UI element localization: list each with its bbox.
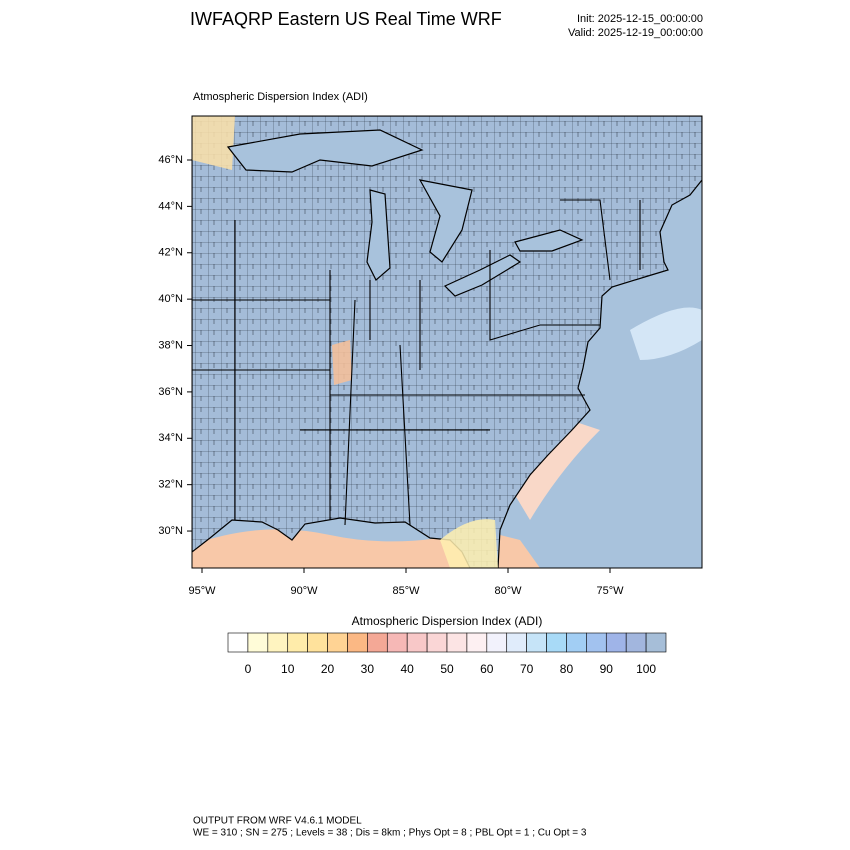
shading — [630, 307, 702, 360]
colorbar-box — [506, 632, 527, 653]
lat-tick-label: 46°N — [158, 154, 183, 166]
lat-tick-label: 42°N — [158, 247, 183, 259]
colorbar-box — [267, 632, 289, 653]
colorbar-box — [287, 632, 308, 653]
colorbar-box — [347, 632, 368, 653]
colorbar-box — [327, 632, 348, 653]
colorbar-tick-label: 90 — [600, 662, 614, 676]
lon-tick-label: 90°W — [290, 585, 318, 597]
colorbar-tick-label: 60 — [480, 662, 494, 676]
colorbar-tick-label: 70 — [520, 662, 534, 676]
lat-tick-label: 36°N — [158, 386, 183, 398]
title: IWFAQRP Eastern US Real Time WRF — [190, 9, 502, 29]
colorbar-title: Atmospheric Dispersion Index (ADI) — [352, 614, 543, 628]
map-title: Atmospheric Dispersion Index (ADI) — [193, 91, 368, 103]
lon-tick-label: 75°W — [596, 585, 624, 597]
shading — [332, 340, 352, 385]
lat-tick-label: 38°N — [158, 339, 183, 351]
colorbar-tick-label: 0 — [245, 662, 252, 676]
colorbar-box — [386, 632, 408, 653]
colorbar-box — [367, 632, 388, 653]
map — [192, 116, 702, 568]
colorbar-box — [546, 632, 567, 653]
lon-tick-label: 85°W — [392, 585, 420, 597]
init-time: Init: 2025-12-15_00:00:00 — [577, 13, 703, 25]
lat-tick-label: 40°N — [158, 293, 183, 305]
colorbar-box — [605, 632, 627, 653]
shading — [192, 116, 235, 170]
colorbar-tick-label: 30 — [361, 662, 375, 676]
counties — [192, 116, 702, 568]
lat-tick-label: 32°N — [158, 479, 183, 491]
colorbar-tick-label: 80 — [560, 662, 574, 676]
colorbar-box — [247, 632, 269, 653]
colorbar-tick-label: 10 — [281, 662, 295, 676]
footer-line: WE = 310 ; SN = 275 ; Levels = 38 ; Dis … — [193, 828, 587, 839]
colorbar-box — [486, 632, 508, 653]
lake — [418, 179, 473, 263]
colorbar-box — [526, 632, 547, 653]
map-frame — [191, 115, 703, 569]
footer-line: OUTPUT FROM WRF V4.6.1 MODEL — [193, 816, 362, 827]
lake — [226, 129, 424, 173]
colorbar-tick-label: 100 — [636, 662, 656, 676]
lat-tick-label: 30°N — [158, 525, 183, 537]
lake — [514, 229, 584, 252]
lat-tick-label: 34°N — [158, 432, 183, 444]
colorbar-box — [406, 632, 428, 653]
colorbar-box — [566, 632, 587, 653]
colorbar-box — [307, 632, 328, 653]
shading — [500, 420, 600, 520]
lake — [443, 254, 522, 297]
colorbar-tick-label: 40 — [401, 662, 415, 676]
colorbar-box — [625, 632, 647, 653]
lon-tick-label: 95°W — [188, 585, 216, 597]
colorbar-box — [446, 632, 468, 653]
colorbar-tick-label: 50 — [440, 662, 454, 676]
lat-tick-label: 44°N — [158, 200, 183, 212]
valid-time: Valid: 2025-12-19_00:00:00 — [568, 27, 703, 39]
state-borders — [192, 199, 641, 526]
shading — [440, 519, 498, 568]
colorbar-box — [227, 632, 249, 653]
lon-tick-label: 80°W — [494, 585, 522, 597]
colorbar-box — [426, 632, 448, 653]
colorbar-box — [645, 632, 667, 653]
lake — [366, 189, 391, 281]
colorbar-tick-label: 20 — [321, 662, 335, 676]
colorbar-box — [466, 632, 488, 653]
colorbar-box — [586, 632, 607, 653]
